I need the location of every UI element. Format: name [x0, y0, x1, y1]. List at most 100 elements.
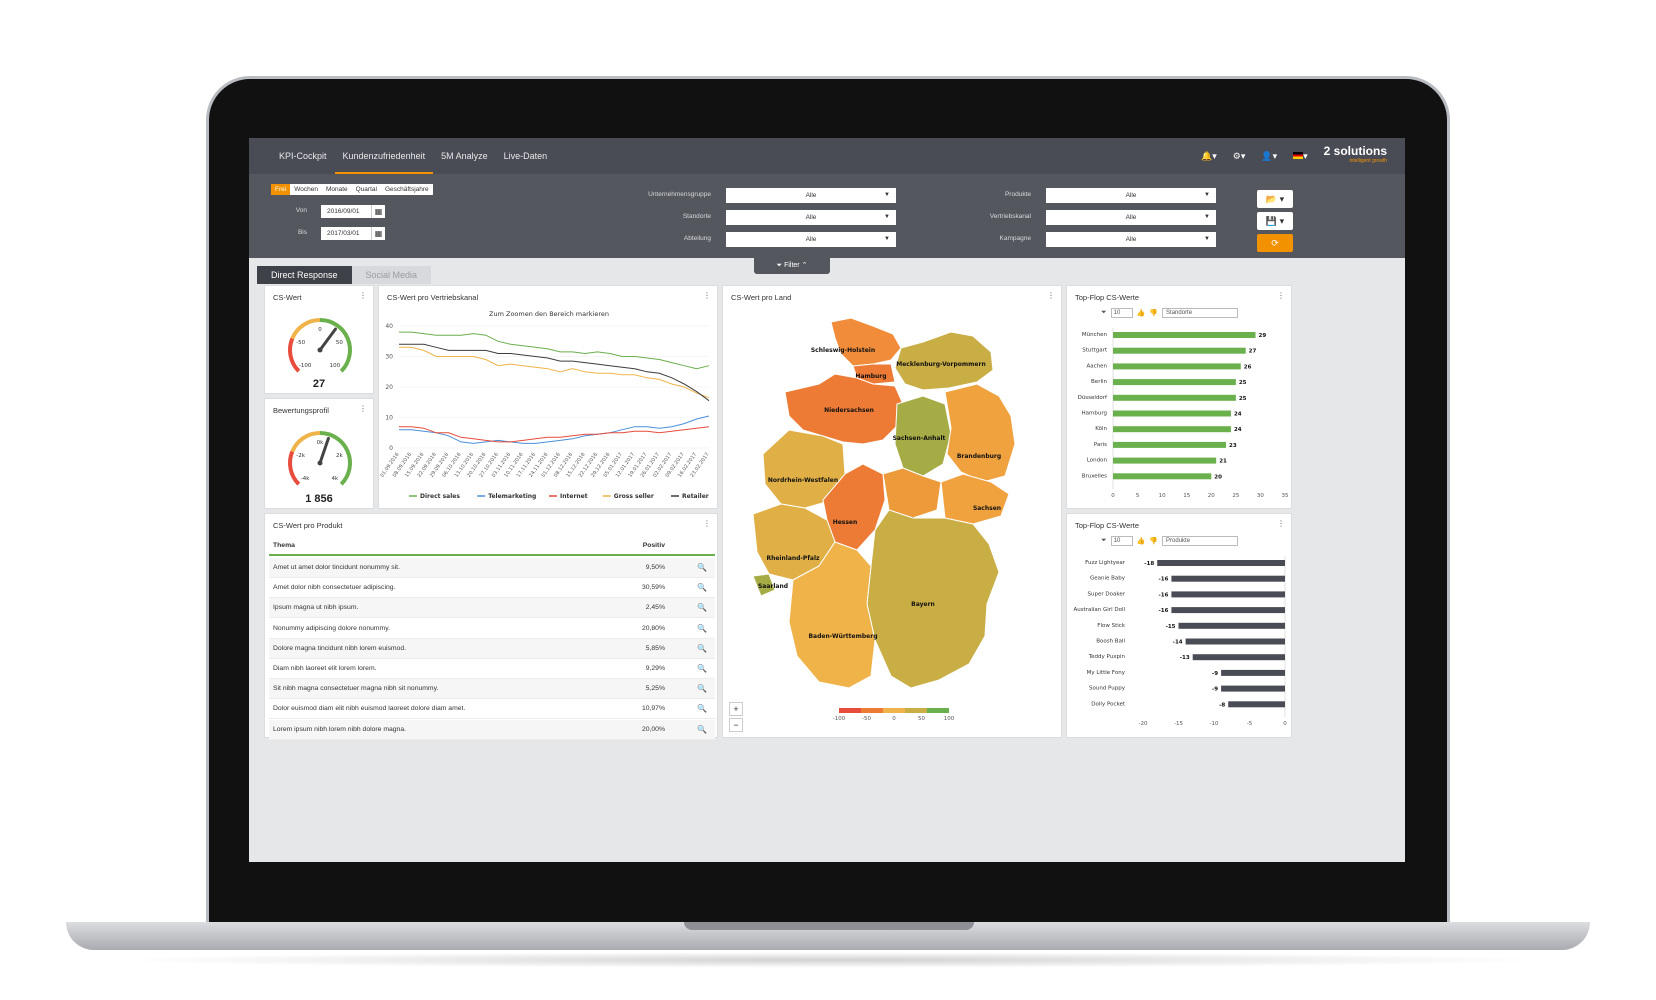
- column-header-positiv[interactable]: Positiv: [642, 542, 665, 549]
- period-tab-quartal[interactable]: Quartal: [355, 186, 377, 193]
- cell-thema: Diam nibh laoreet elit lorem lorem.: [273, 665, 377, 672]
- calendar-icon[interactable]: ▦: [371, 227, 385, 240]
- x-tick-label: -5: [1247, 721, 1253, 727]
- table-row[interactable]: Nonummy adipiscing dolore nonummy. 20,80%…: [269, 619, 715, 639]
- gear-icon[interactable]: ⚙▾: [1232, 150, 1246, 161]
- tab-kpi-cockpit[interactable]: KPI-Cockpit: [279, 151, 327, 161]
- table-row[interactable]: Ipsum magna ut nibh ipsum. 2,45% 🔍: [269, 598, 715, 619]
- thumbs-up-icon[interactable]: 👍: [1136, 310, 1146, 317]
- column-header-thema[interactable]: Thema: [273, 542, 295, 549]
- refresh-button[interactable]: ⟳: [1257, 234, 1293, 252]
- cell-thema: Amet ut amet dolor tincidunt nonummy sit…: [273, 564, 400, 571]
- table-row[interactable]: Diam nibh laoreet elit lorem lorem. 9,29%…: [269, 659, 715, 679]
- table-row[interactable]: Amet ut amet dolor tincidunt nonummy sit…: [269, 558, 715, 578]
- vertriebskanal-select[interactable]: Alle ▼: [1046, 210, 1216, 225]
- panel-title: CS-Wert pro Vertriebskanal: [387, 293, 479, 302]
- zoom-icon[interactable]: 🔍: [697, 643, 707, 653]
- count-input[interactable]: 10: [1110, 308, 1133, 318]
- filter-icon: ⏷: [776, 262, 785, 269]
- map-zoom-in-button[interactable]: +: [729, 702, 743, 716]
- table-row[interactable]: Dolor euismod diam elit nibh euismod lao…: [269, 699, 715, 720]
- bell-icon[interactable]: 🔔▾: [1201, 150, 1217, 161]
- category-label: Super Doaker: [1088, 591, 1126, 597]
- period-tab-frei[interactable]: Frei: [271, 184, 291, 195]
- more-vert-icon[interactable]: ⋮: [1277, 519, 1285, 528]
- table-row[interactable]: Dolore magna tincidunt nibh lorem euismo…: [269, 638, 715, 659]
- table-row[interactable]: Amet dolor nibh consectetuer adipiscing.…: [269, 578, 715, 599]
- gauge-band: [290, 431, 321, 453]
- tab-direct-response[interactable]: Direct Response: [257, 266, 352, 284]
- zoom-icon[interactable]: 🔍: [697, 623, 707, 633]
- thumbs-up-icon[interactable]: 👍: [1136, 538, 1146, 545]
- zoom-icon[interactable]: 🔍: [697, 563, 707, 572]
- map-zoom-out-button[interactable]: −: [729, 718, 743, 732]
- dimension-select[interactable]: Produkte: [1162, 536, 1239, 546]
- zoom-icon[interactable]: 🔍: [697, 724, 707, 734]
- tab-live-daten[interactable]: Live-Daten: [503, 151, 548, 161]
- table-row[interactable]: Lorem ipsum nibh lorem nibh dolore magna…: [269, 719, 715, 740]
- tab-5m-analyze[interactable]: 5M Analyze: [441, 151, 488, 161]
- map-state-label: Sachsen: [973, 505, 1001, 512]
- laptop-shadow: [110, 952, 1550, 968]
- thumbs-down-icon[interactable]: 👎: [1149, 310, 1159, 317]
- count-input[interactable]: 10: [1110, 536, 1133, 546]
- period-tab-monate[interactable]: Monate: [325, 186, 348, 193]
- language-flag-icon[interactable]: ▾: [1293, 151, 1308, 162]
- y-tick-label: 30: [385, 354, 393, 361]
- gauge-tick-label: 4k: [332, 476, 339, 482]
- bar-value-label: 25: [1239, 380, 1247, 386]
- zoom-icon[interactable]: 🔍: [697, 664, 707, 673]
- filter-toggle-button[interactable]: ⏷ Filter ⌃: [754, 258, 830, 274]
- tab-kundenzufriedenheit[interactable]: Kundenzufriedenheit: [334, 138, 434, 174]
- bis-date-input[interactable]: 2017/03/01: [321, 227, 371, 240]
- bar-value-label: -16: [1158, 592, 1168, 598]
- more-vert-icon[interactable]: ⋮: [359, 404, 367, 413]
- user-icon[interactable]: 👤▾: [1261, 150, 1278, 161]
- zoom-icon[interactable]: 🔍: [697, 684, 707, 694]
- select-value: Alle: [1125, 214, 1137, 221]
- more-vert-icon[interactable]: ⋮: [1047, 291, 1055, 300]
- bar: [1113, 457, 1217, 464]
- panel-title: CS-Wert: [273, 293, 302, 302]
- more-vert-icon[interactable]: ⋮: [1277, 291, 1285, 300]
- kampagne-select[interactable]: Alle ▼: [1046, 232, 1216, 247]
- map-state-label: Rheinland-Pfalz: [766, 555, 820, 562]
- standorte-select[interactable]: Alle ▼: [726, 210, 896, 225]
- open-folder-button[interactable]: 📂 ▾: [1257, 190, 1293, 208]
- refresh-icon: ⟳: [1271, 238, 1279, 248]
- topflop-produkte-panel: Top-Flop CS-Werte ⋮ ⏷ 10 👍 👎 Produkte -2…: [1066, 513, 1292, 738]
- dimension-select[interactable]: Standorte: [1162, 308, 1239, 318]
- more-vert-icon[interactable]: ⋮: [359, 291, 367, 300]
- select-value: Alle: [805, 236, 817, 243]
- category-label: Aachen: [1086, 363, 1107, 369]
- unternehmensgruppe-select[interactable]: Alle ▼: [726, 188, 896, 203]
- legend-color-step: [839, 708, 861, 713]
- chevron-down-icon: ▼: [884, 236, 890, 242]
- filter-icon[interactable]: ⏷: [1101, 537, 1107, 544]
- calendar-icon[interactable]: ▦: [371, 205, 385, 218]
- gauge-needle: [318, 327, 337, 352]
- save-button[interactable]: 💾 ▾: [1257, 212, 1293, 230]
- abteilung-select[interactable]: Alle ▼: [726, 232, 896, 247]
- thumbs-down-icon[interactable]: 👎: [1149, 538, 1159, 545]
- bar: [1113, 473, 1212, 480]
- bar-value-label: -16: [1158, 577, 1168, 583]
- table-row[interactable]: Sit nibh magna consectetuer magna nibh s…: [269, 679, 715, 700]
- topflop-standorte-chart: 0 5 10 15 20 25 30 35 München 29 Stuttgart 27 Aachen…: [1078, 328, 1289, 499]
- zoom-icon[interactable]: 🔍: [697, 704, 707, 714]
- produkte-select[interactable]: Alle ▼: [1046, 188, 1216, 203]
- line-chart[interactable]: Zum Zoomen den Bereich markieren 0 10 20 30 4…: [379, 298, 719, 508]
- von-date-input[interactable]: 2016/09/01: [321, 205, 371, 218]
- more-vert-icon[interactable]: ⋮: [703, 519, 711, 528]
- period-tab-geschaeftsjahre[interactable]: Geschäftsjahre: [384, 186, 429, 193]
- more-vert-icon[interactable]: ⋮: [703, 291, 711, 300]
- category-label: Bruxelles: [1082, 473, 1107, 479]
- germany-map[interactable]: Schleswig-Holstein Hamburg Mecklenburg-Vor…: [723, 304, 1063, 724]
- zoom-icon[interactable]: 🔍: [697, 603, 707, 613]
- zoom-icon[interactable]: 🔍: [697, 583, 707, 593]
- tab-social-media[interactable]: Social Media: [351, 266, 432, 284]
- period-tab-wochen[interactable]: Wochen: [294, 186, 318, 193]
- filter-icon[interactable]: ⏷: [1101, 309, 1107, 316]
- x-tick-label: -10: [1210, 721, 1219, 727]
- abteilung-label: Abteilung: [683, 235, 711, 242]
